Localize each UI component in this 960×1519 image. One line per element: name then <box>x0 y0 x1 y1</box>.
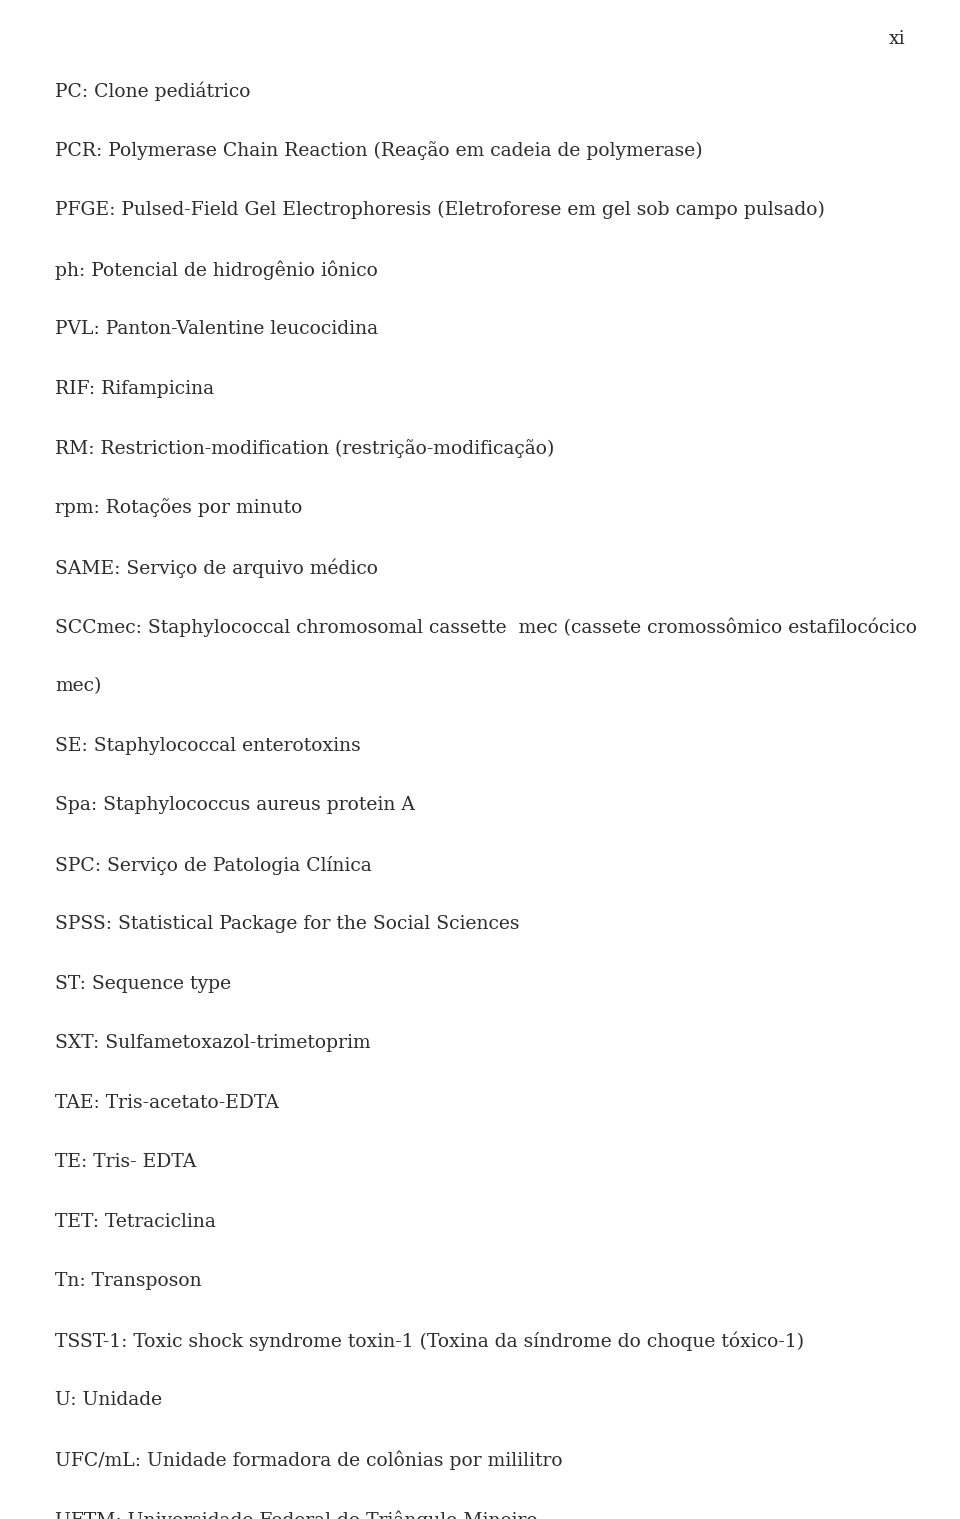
Text: SPSS: Statistical Package for the Social Sciences: SPSS: Statistical Package for the Social… <box>55 914 519 933</box>
Text: UFC/mL: Unidade formadora de colônias por mililitro: UFC/mL: Unidade formadora de colônias po… <box>55 1451 563 1470</box>
Text: Tn: Transposon: Tn: Transposon <box>55 1271 202 1290</box>
Text: SCCmec: Staphylococcal chromosomal cassette  mec (cassete cromossômico estafiloc: SCCmec: Staphylococcal chromosomal casse… <box>55 618 917 636</box>
Text: Spa: Staphylococcus aureus protein A: Spa: Staphylococcus aureus protein A <box>55 796 415 814</box>
Text: ST: Sequence type: ST: Sequence type <box>55 975 231 992</box>
Text: PVL: Panton-Valentine leucocidina: PVL: Panton-Valentine leucocidina <box>55 321 378 339</box>
Text: RM: Restriction-modification (restrição-modificação): RM: Restriction-modification (restrição-… <box>55 439 554 457</box>
Text: SXT: Sulfametoxazol-trimetoprim: SXT: Sulfametoxazol-trimetoprim <box>55 1034 371 1053</box>
Text: UFTM: Universidade Federal do Triângulo Mineiro: UFTM: Universidade Federal do Triângulo … <box>55 1510 538 1519</box>
Text: TSST-1: Toxic shock syndrome toxin-1 (Toxina da síndrome do choque tóxico-1): TSST-1: Toxic shock syndrome toxin-1 (To… <box>55 1332 804 1350</box>
Text: TET: Tetraciclina: TET: Tetraciclina <box>55 1212 216 1230</box>
Text: SE: Staphylococcal enterotoxins: SE: Staphylococcal enterotoxins <box>55 737 361 755</box>
Text: PC: Clone pediátrico: PC: Clone pediátrico <box>55 82 251 102</box>
Text: mec): mec) <box>55 677 102 696</box>
Text: PFGE: Pulsed-Field Gel Electrophoresis (Eletroforese em gel sob campo pulsado): PFGE: Pulsed-Field Gel Electrophoresis (… <box>55 201 825 219</box>
Text: RIF: Rifampicina: RIF: Rifampicina <box>55 380 214 398</box>
Text: xi: xi <box>888 30 905 49</box>
Text: ph: Potencial de hidrogênio iônico: ph: Potencial de hidrogênio iônico <box>55 260 378 279</box>
Text: TE: Tris- EDTA: TE: Tris- EDTA <box>55 1153 196 1171</box>
Text: PCR: Polymerase Chain Reaction (Reação em cadeia de polymerase): PCR: Polymerase Chain Reaction (Reação e… <box>55 141 703 161</box>
Text: SAME: Serviço de arquivo médico: SAME: Serviço de arquivo médico <box>55 557 378 577</box>
Text: U: Unidade: U: Unidade <box>55 1391 162 1410</box>
Text: rpm: Rotações por minuto: rpm: Rotações por minuto <box>55 498 302 518</box>
Text: SPC: Serviço de Patologia Clínica: SPC: Serviço de Patologia Clínica <box>55 855 372 875</box>
Text: TAE: Tris-acetato-EDTA: TAE: Tris-acetato-EDTA <box>55 1094 278 1112</box>
